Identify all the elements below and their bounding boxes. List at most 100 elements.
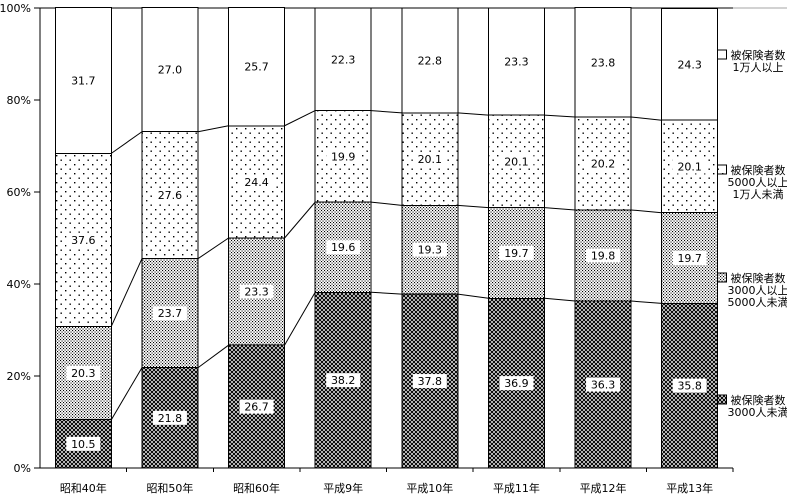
series-connector-line: [197, 237, 229, 260]
series-connector-line: [110, 258, 143, 327]
value-label: 36.3: [591, 379, 616, 392]
value-label-box: [326, 240, 361, 255]
value-label: 23.3: [244, 286, 269, 299]
value-label: 10.5: [71, 438, 96, 451]
category-labels: 昭和40年 昭和50年 昭和60年 平成9年 平成10年 平成11年 平成12年 平成13年: [60, 481, 713, 495]
legend-label: 被保険者数: [731, 393, 786, 407]
value-label-box: [326, 149, 361, 164]
category-label: 昭和40年: [60, 481, 107, 495]
value-label: 19.9: [331, 150, 356, 163]
value-label: 38.2: [331, 374, 356, 387]
value-label: 19.8: [591, 249, 616, 262]
category-label: 昭和60年: [233, 481, 280, 495]
legend-swatch-icon: [717, 164, 727, 175]
value-label-box: [412, 242, 447, 257]
value-label-box: [152, 410, 187, 425]
legend-label: 被保険者数: [731, 48, 786, 62]
legend-label: 被保険者数: [731, 271, 786, 285]
value-labels: 10.5 20.3 37.6 31.7 21.8 23.7 27.6 27.0 26.7 23.3…: [66, 52, 707, 451]
legend-label: 1万人未満: [733, 188, 784, 201]
category-label: 平成13年: [666, 481, 713, 495]
value-label: 26.7: [244, 401, 269, 414]
legend-label: 5000人以上: [728, 176, 787, 189]
value-label: 20.1: [418, 153, 443, 166]
category-label: 平成10年: [406, 481, 453, 495]
y-axis-label: 20%: [7, 370, 31, 383]
value-label-box: [672, 159, 707, 174]
value-label-box: [499, 154, 534, 169]
value-label-box: [412, 53, 447, 68]
value-label-box: [239, 174, 274, 189]
y-axis-label: 40%: [7, 278, 31, 291]
value-label: 19.3: [418, 244, 443, 257]
value-label-box: [66, 73, 101, 88]
series-connector-line: [284, 201, 316, 239]
legend-label: 3000人未満: [728, 406, 787, 419]
value-label: 24.4: [244, 176, 269, 189]
value-label: 37.6: [71, 234, 96, 247]
value-label: 31.7: [71, 74, 96, 87]
legend-label: 3000人以上: [728, 284, 787, 297]
series-connector-line: [544, 114, 576, 118]
value-label-box: [499, 245, 534, 260]
value-label-box: [586, 248, 621, 263]
value-label-box: [239, 399, 274, 414]
series-connector-line: [197, 344, 229, 369]
value-label: 20.1: [677, 160, 702, 173]
value-label-box: [499, 54, 534, 69]
value-label: 37.8: [418, 375, 443, 388]
value-label: 20.1: [504, 155, 529, 168]
value-label: 22.3: [331, 53, 356, 66]
series-connector-line: [371, 201, 402, 206]
value-label: 20.2: [591, 157, 616, 170]
series-connector-line: [284, 110, 316, 127]
bar-segment: [401, 7, 459, 114]
value-label: 23.7: [158, 307, 183, 320]
category-label: 昭和50年: [146, 481, 193, 495]
value-label: 23.8: [591, 56, 616, 69]
value-label-box: [586, 55, 621, 70]
legend-label: 5000人未満: [728, 296, 787, 309]
series-connector-line: [284, 292, 316, 346]
value-label: 24.3: [677, 58, 702, 71]
value-label-box: [66, 436, 101, 451]
value-label-box: [326, 52, 361, 67]
value-label: 27.6: [158, 189, 183, 202]
y-axis-label: 0%: [14, 462, 31, 475]
value-label: 19.7: [677, 252, 702, 265]
legend-swatch-icon: [717, 272, 727, 283]
value-label-box: [66, 232, 101, 247]
value-label: 19.6: [331, 241, 356, 254]
series-connector-line: [544, 207, 576, 211]
value-label: 22.8: [418, 54, 443, 67]
series-connector-line: [197, 125, 229, 133]
legend-label: 1万人以上: [733, 61, 784, 74]
legend-swatch-icon: [717, 49, 727, 60]
value-label-box: [412, 152, 447, 167]
series-connector-line: [631, 209, 662, 214]
value-label-box: [152, 188, 187, 203]
category-label: 平成9年: [323, 481, 363, 495]
value-label-box: [239, 59, 274, 74]
y-axis-label: 80%: [7, 94, 31, 107]
value-label-box: [66, 366, 101, 381]
value-label: 20.3: [71, 367, 96, 380]
series-connector-line: [631, 300, 662, 304]
value-label-box: [152, 306, 187, 321]
legend-label: 被保険者数: [731, 163, 786, 177]
value-label: 36.9: [504, 377, 529, 390]
value-label: 23.3: [504, 56, 529, 69]
series-connector-line: [457, 293, 489, 299]
value-label: 27.0: [158, 64, 183, 77]
value-label: 19.7: [504, 247, 529, 260]
value-label-box: [239, 284, 274, 299]
value-label-box: [152, 62, 187, 77]
value-label: 35.8: [677, 380, 702, 393]
value-label-box: [412, 374, 447, 389]
